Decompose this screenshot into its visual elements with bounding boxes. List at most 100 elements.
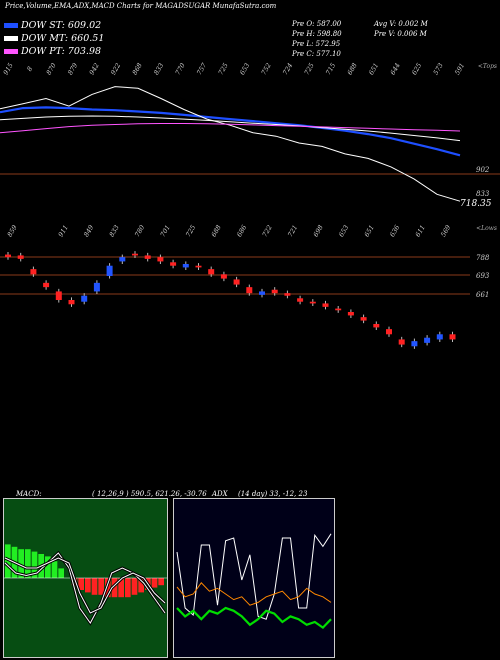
ema-top-label: 651 xyxy=(367,62,380,77)
legend-label-st: DOW ST: 609.02 xyxy=(21,20,102,31)
macd-histogram-bar xyxy=(58,568,64,578)
ema-series-line xyxy=(0,115,461,142)
candle-top-label: 651 xyxy=(363,224,376,239)
macd-histogram-bar xyxy=(78,578,84,590)
candle-body xyxy=(119,257,126,262)
candle-body xyxy=(373,324,380,328)
ema-top-label: 922 xyxy=(109,62,122,77)
ema-top-label: 688 xyxy=(346,62,359,77)
macd-histogram-bar xyxy=(25,549,31,578)
candle-top-label: 636 xyxy=(388,224,401,239)
legend-dow-mt: DOW MT: 660.51 xyxy=(4,33,104,44)
ema-series-line xyxy=(0,106,461,157)
candle-body xyxy=(5,254,11,258)
candle-body xyxy=(68,300,75,305)
candle-right-label-3: 661 xyxy=(476,291,489,299)
legend-swatch-mt xyxy=(4,36,18,41)
candle-right-label-2: 693 xyxy=(476,272,490,280)
candle-top-label: 780 xyxy=(133,224,146,239)
adx-title: ADX xyxy=(212,490,228,498)
chart-title: Price,Volume,EMA,ADX,MACD Charts for MAG… xyxy=(5,2,277,10)
ema-top-label: 915 xyxy=(2,62,15,77)
adx-values: (14 day) 33, -12, 23 xyxy=(238,490,308,498)
legend-label-mt: DOW MT: 660.51 xyxy=(21,33,105,44)
macd-histogram-bar xyxy=(91,578,98,595)
ema-top-label: 833 xyxy=(152,62,165,77)
candle-top-label: 849 xyxy=(82,224,95,239)
macd-histogram-bar xyxy=(111,578,118,598)
macd-chart xyxy=(3,498,168,658)
candle-top-label: 611 xyxy=(414,224,427,239)
macd-title: MACD: xyxy=(16,490,42,498)
last-price-label: 718.35 xyxy=(460,199,492,209)
macd-histogram-bar xyxy=(118,578,124,598)
ema-series-line xyxy=(0,123,461,134)
ema-top-label: 8 xyxy=(25,65,34,73)
candle-top-label: 722 xyxy=(261,224,274,239)
pre-high: Pre H: 598.80 xyxy=(292,30,342,38)
candle-top-label: 859 xyxy=(6,224,19,239)
candle-body xyxy=(17,255,24,259)
candle-body xyxy=(208,269,215,275)
macd-histogram-bar xyxy=(151,578,158,588)
candle-body xyxy=(170,262,177,266)
candle-body xyxy=(271,289,278,294)
candle-body xyxy=(322,303,329,307)
candle-body xyxy=(436,334,443,340)
candle-body xyxy=(411,341,418,347)
pre-low: Pre L: 572.95 xyxy=(292,40,341,48)
adx-series-line xyxy=(176,533,332,620)
ema-top-label: 752 xyxy=(260,62,273,77)
ema-top-label: 644 xyxy=(389,62,402,77)
ema-top-label: 625 xyxy=(410,62,423,77)
macd-histogram-bar xyxy=(158,578,164,586)
candle-body xyxy=(335,308,342,311)
candle-body xyxy=(449,334,456,340)
ema-top-label: 653 xyxy=(238,62,251,77)
candle-top-label: 653 xyxy=(337,224,350,239)
ema-top-label: 725 xyxy=(217,62,230,77)
candle-body xyxy=(220,274,227,279)
macd-histogram-bar xyxy=(51,561,58,578)
adx-chart xyxy=(173,498,335,658)
pre-close: Pre C: 577.10 xyxy=(292,50,341,58)
candle-body xyxy=(386,329,392,335)
candle-body xyxy=(55,291,62,300)
candle-body xyxy=(309,301,316,304)
ema-top-label: 942 xyxy=(88,62,101,77)
candle-top-label: 686 xyxy=(235,224,248,239)
ema-top-label: 725 xyxy=(303,62,316,77)
candle-top-label: 833 xyxy=(108,224,121,239)
candle-body xyxy=(43,282,50,288)
tops-label: <Tops xyxy=(478,63,497,70)
macd-histogram-bar xyxy=(31,551,38,578)
macd-histogram-bar xyxy=(98,578,104,595)
candle-body xyxy=(106,265,113,276)
ema-top-label: 715 xyxy=(324,62,337,77)
macd-values: ( 12,26,9 ) 590.5, 621.26, -30.76 xyxy=(92,490,207,498)
candle-right-label-1: 788 xyxy=(476,254,490,262)
candle-body xyxy=(182,264,189,268)
adx-series-line xyxy=(176,582,332,606)
legend-label-pt: DOW PT: 703.98 xyxy=(21,46,102,57)
ema-right-label-1: 902 xyxy=(476,166,490,174)
ema-series-line xyxy=(0,86,461,202)
macd-histogram-bar xyxy=(125,578,131,598)
candle-top-label: 569 xyxy=(439,224,452,239)
pre-volume: Pre V: 0.006 M xyxy=(374,30,427,38)
candle-body xyxy=(246,287,253,294)
legend-dow-pt: DOW PT: 703.98 xyxy=(4,46,101,57)
macd-histogram-bar xyxy=(5,544,11,578)
candle-body xyxy=(297,298,304,302)
candle-body xyxy=(157,257,164,262)
ema-right-label-2: 833 xyxy=(476,190,490,198)
candle-top-label: 701 xyxy=(159,224,172,239)
legend-swatch-st xyxy=(4,23,18,28)
candle-top-label: 698 xyxy=(312,224,325,239)
candle-body xyxy=(195,265,202,268)
ema-top-label: 724 xyxy=(281,62,294,77)
macd-line xyxy=(4,552,166,624)
ema-top-label: 770 xyxy=(174,62,187,77)
candle-body xyxy=(347,312,354,316)
macd-histogram-bar xyxy=(138,578,144,593)
